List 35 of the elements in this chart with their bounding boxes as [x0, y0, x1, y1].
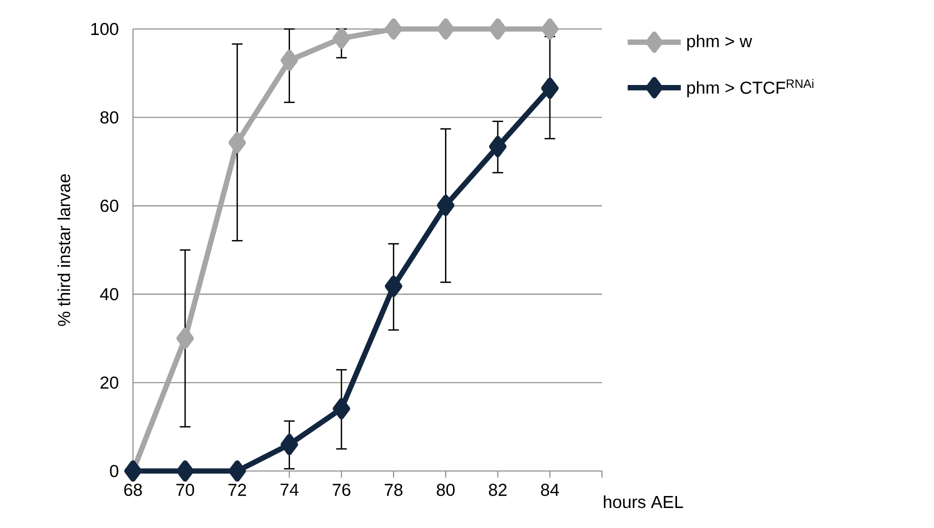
point: [228, 132, 246, 154]
x-tick-label: 78: [384, 484, 402, 496]
y-tick-label: 80: [100, 111, 118, 124]
x-tick-label: 84: [541, 484, 560, 496]
point: [332, 28, 350, 49]
legend-label: phm > w: [687, 34, 752, 51]
point: [489, 136, 506, 158]
x-tick-label: 74: [280, 484, 298, 496]
x-tick-label: 72: [228, 484, 246, 496]
point: [280, 50, 298, 72]
x-tick-label: 76: [332, 484, 350, 496]
y-tick-label: 40: [100, 288, 118, 300]
point: [332, 398, 350, 420]
point: [541, 78, 559, 99]
point: [437, 194, 454, 216]
legend-label: phm > CTCF$^{RNAi}$: [687, 79, 814, 98]
point: [176, 328, 194, 350]
point: [437, 18, 454, 40]
x-tick-label: 68: [124, 484, 142, 496]
x-tick-label: 80: [436, 484, 455, 496]
point: [384, 18, 402, 40]
x-tick-label: 70: [176, 484, 194, 496]
y-tick-label: 20: [100, 376, 118, 389]
y-axis-title: % third instar larvae: [57, 174, 70, 326]
point: [176, 460, 194, 482]
point: [228, 460, 246, 482]
point: [489, 18, 506, 40]
y-tick-label: 60: [100, 200, 118, 212]
x-tick-label: 82: [488, 484, 507, 496]
point: [384, 276, 402, 297]
point: [541, 18, 559, 40]
point: [280, 434, 298, 456]
y-tick-label: 0: [110, 464, 118, 478]
x-axis-title: hours AEL: [604, 495, 684, 508]
y-tick-label: 100: [91, 22, 118, 36]
